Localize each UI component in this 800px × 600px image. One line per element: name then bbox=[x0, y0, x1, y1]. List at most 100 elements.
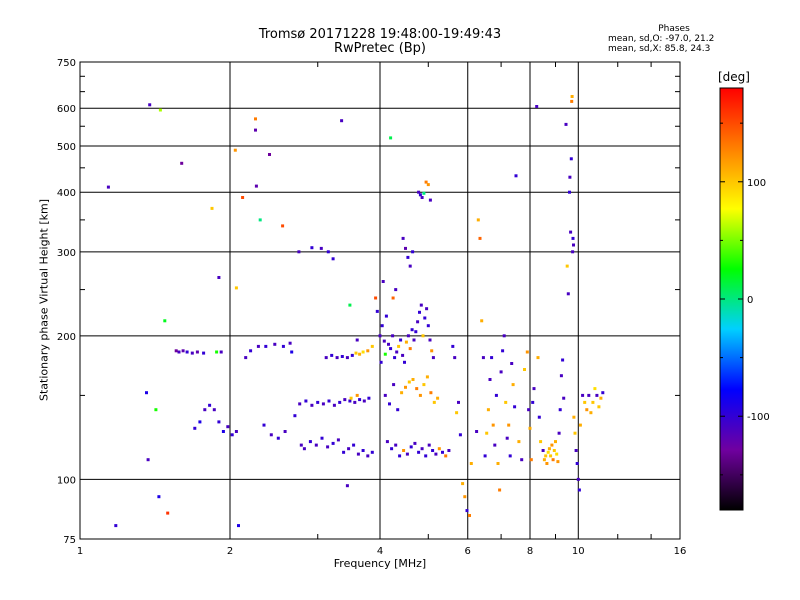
echo-point bbox=[350, 353, 354, 357]
echo-point bbox=[399, 338, 403, 342]
y-tick-label: 200 bbox=[57, 332, 76, 343]
echo-point bbox=[332, 403, 336, 407]
echo-point bbox=[502, 334, 506, 338]
echo-point bbox=[557, 431, 561, 435]
echo-point bbox=[361, 449, 365, 452]
echo-point bbox=[542, 458, 546, 462]
echo-point bbox=[355, 338, 359, 342]
echo-point bbox=[431, 356, 435, 360]
echo-point bbox=[469, 462, 473, 465]
echo-point bbox=[370, 450, 374, 454]
echo-point bbox=[536, 356, 540, 360]
echo-point bbox=[422, 383, 426, 387]
echo-point bbox=[180, 161, 184, 165]
echo-point bbox=[544, 454, 548, 458]
x-axis-label: Frequency [MHz] bbox=[333, 557, 427, 570]
echo-point bbox=[483, 454, 487, 458]
x-tick-label: 4 bbox=[377, 546, 383, 557]
echo-point bbox=[370, 344, 374, 348]
echo-point bbox=[577, 488, 581, 492]
echo-point bbox=[331, 441, 335, 445]
echo-point bbox=[514, 174, 518, 178]
echo-point bbox=[321, 402, 325, 406]
echo-point bbox=[541, 449, 545, 452]
echo-point bbox=[490, 356, 494, 360]
y-tick-label: 500 bbox=[57, 142, 76, 153]
echo-point bbox=[343, 398, 347, 402]
echo-point bbox=[461, 482, 465, 486]
echo-point bbox=[549, 454, 553, 458]
echo-point bbox=[491, 423, 495, 427]
echo-point bbox=[319, 246, 323, 250]
echo-point bbox=[405, 452, 409, 456]
echo-point bbox=[226, 425, 230, 429]
echo-point bbox=[425, 375, 429, 379]
echo-point bbox=[546, 450, 550, 454]
echo-point bbox=[208, 403, 212, 407]
echo-point bbox=[380, 324, 384, 328]
echo-point bbox=[290, 350, 294, 354]
echo-point bbox=[575, 462, 579, 465]
echo-point bbox=[499, 370, 503, 374]
echo-point bbox=[552, 449, 556, 452]
echo-point bbox=[254, 117, 257, 121]
echo-point bbox=[411, 250, 415, 254]
echo-point bbox=[281, 344, 285, 348]
echo-point bbox=[488, 378, 492, 381]
echo-point bbox=[148, 103, 152, 107]
echo-point bbox=[404, 246, 407, 250]
echo-point bbox=[308, 440, 312, 444]
echo-point bbox=[545, 462, 549, 465]
echo-point bbox=[417, 450, 421, 454]
echo-point bbox=[166, 511, 170, 515]
echo-point bbox=[418, 393, 422, 397]
echo-point bbox=[421, 334, 425, 338]
echo-point bbox=[387, 342, 390, 346]
echo-point bbox=[434, 452, 438, 456]
echo-point bbox=[498, 488, 502, 492]
echo-point bbox=[508, 454, 512, 458]
echo-point bbox=[320, 436, 324, 440]
echo-point bbox=[513, 405, 517, 409]
echo-point bbox=[528, 426, 532, 430]
echo-point bbox=[273, 342, 277, 346]
echo-point bbox=[304, 399, 308, 403]
stats-heading: Phases bbox=[658, 24, 690, 34]
echo-point bbox=[366, 349, 370, 353]
echo-point bbox=[523, 368, 526, 371]
echo-point bbox=[555, 452, 559, 456]
echo-point bbox=[568, 190, 571, 194]
echo-point bbox=[177, 350, 181, 354]
echo-point bbox=[423, 316, 427, 320]
echo-point bbox=[254, 184, 258, 188]
echo-point bbox=[385, 440, 389, 444]
echo-point bbox=[396, 408, 400, 412]
echo-point bbox=[527, 408, 531, 412]
echo-point bbox=[520, 458, 524, 462]
echo-point bbox=[163, 319, 167, 323]
echo-point bbox=[496, 462, 500, 465]
echo-point bbox=[455, 411, 459, 415]
echo-point bbox=[181, 349, 185, 353]
echo-point bbox=[510, 362, 514, 365]
echo-point bbox=[525, 350, 529, 354]
y-tick-label: 300 bbox=[57, 248, 76, 259]
echo-point bbox=[428, 198, 432, 202]
plot-frame bbox=[79, 61, 681, 540]
echo-point bbox=[244, 356, 248, 360]
echo-point bbox=[569, 230, 573, 234]
echo-point bbox=[517, 440, 521, 444]
echo-point bbox=[595, 393, 599, 397]
grid-lines bbox=[79, 61, 681, 540]
echo-point bbox=[356, 452, 360, 456]
y-tick-label: 750 bbox=[57, 58, 76, 69]
echo-point bbox=[601, 391, 605, 395]
echo-point bbox=[384, 314, 388, 318]
echo-point bbox=[583, 400, 587, 404]
echo-point bbox=[314, 443, 318, 447]
echo-point bbox=[420, 196, 424, 199]
echo-point bbox=[572, 243, 575, 247]
echo-point bbox=[408, 264, 412, 268]
echo-point bbox=[378, 334, 382, 338]
echo-point bbox=[388, 402, 391, 406]
